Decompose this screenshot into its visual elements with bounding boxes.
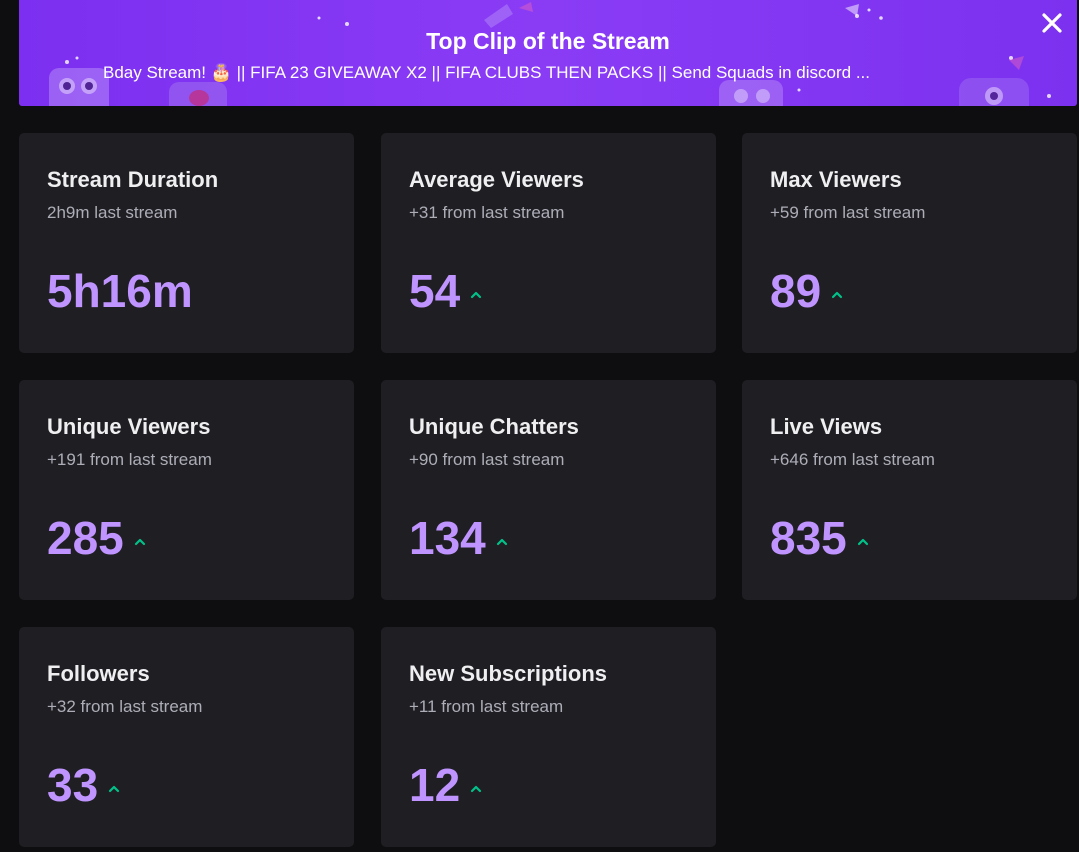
stat-title: Unique Viewers	[47, 414, 211, 439]
stat-value: 134	[409, 512, 486, 564]
stat-card-new-subscriptions: New Subscriptions +11 from last stream 1…	[381, 627, 716, 847]
stat-value: 12	[409, 759, 461, 811]
stat-card-live-views: Live Views +646 from last stream 835	[742, 380, 1077, 600]
stat-title: Followers	[47, 661, 150, 686]
stat-card-max-viewers: Max Viewers +59 from last stream 89	[742, 133, 1077, 353]
stat-value: 835	[770, 512, 847, 564]
stat-title: Live Views	[770, 414, 883, 439]
banner-clip-title[interactable]: Bday Stream! 🎂 || FIFA 23 GIVEAWAY X2 ||…	[103, 63, 871, 82]
stat-card-average-viewers: Average Viewers +31 from last stream 54	[381, 133, 716, 353]
stat-comparison: +32 from last stream	[47, 697, 203, 716]
stat-value: 33	[47, 759, 99, 811]
trend-up-icon	[831, 289, 843, 299]
confetti-decoration	[49, 2, 1051, 106]
trend-up-icon	[496, 536, 508, 546]
banner-title: Top Clip of the Stream	[426, 28, 670, 54]
stat-comparison: +59 from last stream	[770, 203, 926, 222]
trend-up-icon	[857, 536, 869, 546]
stat-comparison: +191 from last stream	[47, 450, 212, 469]
stat-value: 5h16m	[47, 265, 193, 317]
top-clip-banner[interactable]: Top Clip of the Stream Bday Stream! 🎂 ||…	[19, 0, 1077, 106]
stat-comparison: 2h9m last stream	[47, 203, 178, 222]
stat-comparison: +646 from last stream	[770, 450, 935, 469]
stat-value: 285	[47, 512, 124, 564]
stat-title: Average Viewers	[409, 167, 584, 192]
trend-up-icon	[134, 536, 146, 546]
stat-title: Unique Chatters	[409, 414, 579, 439]
stat-comparison: +31 from last stream	[409, 203, 565, 222]
stat-card-unique-viewers: Unique Viewers +191 from last stream 285	[19, 380, 354, 600]
stat-title: New Subscriptions	[409, 661, 608, 686]
stat-card-unique-chatters: Unique Chatters +90 from last stream 134	[381, 380, 716, 600]
close-icon[interactable]	[1039, 10, 1065, 36]
trend-up-icon	[470, 783, 482, 793]
stat-title: Max Viewers	[770, 167, 902, 192]
stat-value: 89	[770, 265, 822, 317]
stat-comparison: +11 from last stream	[409, 697, 564, 716]
trend-up-icon	[470, 289, 482, 299]
stat-title: Stream Duration	[47, 167, 219, 192]
stat-card-stream-duration: Stream Duration 2h9m last stream 5h16m	[19, 133, 354, 353]
trend-up-icon	[108, 783, 120, 793]
stat-comparison: +90 from last stream	[409, 450, 565, 469]
stat-value: 54	[409, 265, 461, 317]
stat-card-followers: Followers +32 from last stream 33	[19, 627, 354, 847]
